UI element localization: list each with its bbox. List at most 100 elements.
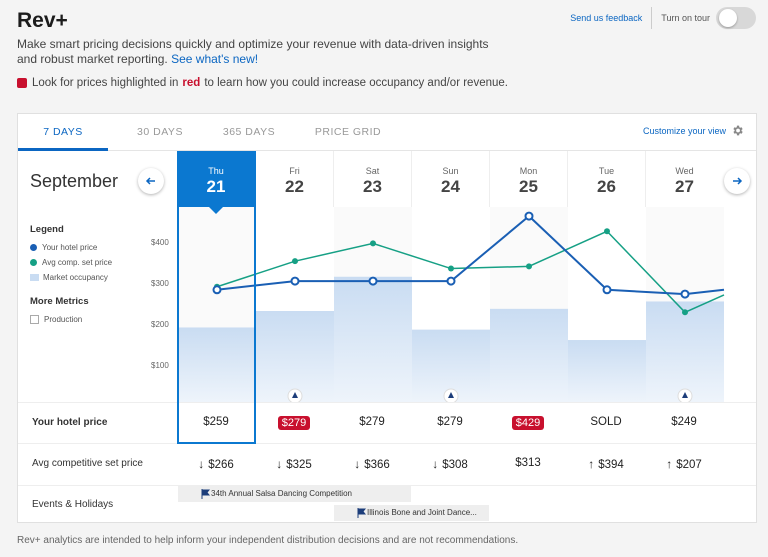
row-divider <box>18 443 756 444</box>
bell-icon <box>682 392 688 398</box>
occupancy-bar <box>334 276 412 402</box>
hotel-price-cell[interactable]: SOLD <box>567 416 645 428</box>
production-label: Production <box>44 315 83 324</box>
production-checkbox[interactable] <box>30 315 39 324</box>
event-label: Illinois Bone and Joint Dance... <box>367 508 477 517</box>
day-number: 24 <box>441 177 460 196</box>
price-value: $279 <box>437 416 463 428</box>
day-of-week: Thu <box>208 166 224 176</box>
customize-view[interactable]: Customize your view <box>643 124 744 137</box>
row-divider <box>18 485 756 486</box>
day-of-week: Sat <box>365 166 380 176</box>
day-of-week: Tue <box>598 166 615 176</box>
day-header-mon[interactable]: Mon 25 <box>489 151 567 207</box>
day-of-week: Sun <box>442 166 459 176</box>
comp-price-row-label: Avg competitive set price <box>32 458 143 469</box>
view-tabs: 7 DAYS 30 DAYS 365 DAYS PRICE GRID Custo… <box>18 114 756 151</box>
gear-icon[interactable] <box>731 124 744 137</box>
day-header-sat[interactable]: Sat 23 <box>333 151 411 207</box>
pricing-card: 7 DAYS 30 DAYS 365 DAYS PRICE GRID Custo… <box>17 113 757 523</box>
legend-item-hotel: Your hotel price <box>30 243 112 252</box>
legend-label: Market occupancy <box>43 273 108 282</box>
tab-365-days[interactable]: 365 DAYS <box>222 126 276 138</box>
event-bar[interactable]: 34th Annual Salsa Dancing Competition <box>178 486 411 502</box>
comp-price-point <box>526 263 532 270</box>
hotel-price-point <box>368 276 378 286</box>
footer-disclaimer: Rev+ analytics are intended to help info… <box>17 535 519 546</box>
price-value: $279 <box>359 416 385 428</box>
day-header-wed[interactable]: Wed 27 <box>645 151 723 207</box>
comp-price-point <box>292 258 298 265</box>
send-feedback-link[interactable]: Send us feedback <box>570 7 653 29</box>
hotel-price-point <box>524 211 534 221</box>
tour-toggle[interactable] <box>716 7 756 29</box>
flag-icon <box>201 489 210 499</box>
price-value: $366 <box>364 459 390 471</box>
comp-price-cell[interactable]: ↑ $394 <box>567 457 645 471</box>
next-week-button[interactable] <box>724 168 750 194</box>
price-value: $394 <box>598 459 624 471</box>
day-header-fri[interactable]: Fri 22 <box>255 151 333 207</box>
comp-price-cell[interactable]: ↓ $325 <box>255 457 333 471</box>
occupancy-bar <box>568 340 646 402</box>
day-header-tue[interactable]: Tue 26 <box>567 151 645 207</box>
comp-price-line <box>216 230 725 314</box>
event-bar[interactable]: Illinois Bone and Joint Dance... <box>334 505 489 521</box>
y-tick-label: $200 <box>151 320 169 329</box>
legend-label: Avg comp. set price <box>42 258 113 267</box>
legend-item-comp: Avg comp. set price <box>30 258 112 267</box>
selected-day-caret <box>209 207 223 214</box>
tab-30-days[interactable]: 30 DAYS <box>137 126 183 138</box>
occupancy-bar <box>646 301 724 402</box>
intro-body: Make smart pricing decisions quickly and… <box>17 37 489 66</box>
comp-price-cell[interactable]: ↓ $366 <box>333 457 411 471</box>
production-checkbox-row[interactable]: Production <box>30 315 112 324</box>
price-value: $207 <box>676 459 702 471</box>
red-square-icon <box>17 78 27 88</box>
arrow-right-icon <box>733 177 743 185</box>
events-row-label: Events & Holidays <box>32 499 114 510</box>
event-label: 34th Annual Salsa Dancing Competition <box>211 489 352 498</box>
day-of-week: Wed <box>675 166 694 176</box>
bell-icon <box>448 392 454 398</box>
hotel-price-cell[interactable]: $279 <box>411 416 489 428</box>
prev-week-button[interactable] <box>138 168 164 194</box>
tab-price-grid[interactable]: PRICE GRID <box>314 126 382 138</box>
hotel-price-point <box>680 289 690 299</box>
comp-price-cell[interactable]: $313 <box>489 457 567 469</box>
red-price-notice: Look for prices highlighted in red to le… <box>17 77 508 89</box>
legend-item-occupancy: Market occupancy <box>30 273 112 282</box>
y-tick-label: $300 <box>151 279 169 288</box>
comp-price-cell[interactable]: ↑ $207 <box>645 457 723 471</box>
arrow-up-icon: ↑ <box>666 457 673 471</box>
hotel-price-line <box>216 214 725 296</box>
comp-price-cell[interactable]: ↓ $266 <box>177 457 255 471</box>
day-header-sun[interactable]: Sun 24 <box>411 151 489 207</box>
hotel-price-point <box>602 285 612 295</box>
hotel-price-point <box>290 276 300 286</box>
comp-price-point <box>682 309 688 316</box>
day-header-thu[interactable]: Thu 21 <box>177 151 255 207</box>
y-tick-label: $100 <box>151 361 169 370</box>
comp-price-point <box>370 240 376 247</box>
day-number: 23 <box>363 177 382 196</box>
whats-new-link[interactable]: See what's new! <box>171 52 259 66</box>
hotel-price-cell[interactable]: $279 <box>255 416 333 430</box>
legend-dot <box>30 259 37 266</box>
month-label: September <box>30 171 119 191</box>
toggle-knob <box>719 9 737 27</box>
hotel-price-cell[interactable]: $259 <box>177 416 255 428</box>
comp-price-cell[interactable]: ↓ $308 <box>411 457 489 471</box>
highlighted-price: $279 <box>277 416 311 430</box>
hotel-price-cell[interactable]: $249 <box>645 416 723 428</box>
bell-icon <box>292 392 298 398</box>
comp-price-point <box>604 228 610 235</box>
customize-view-label: Customize your view <box>642 125 726 136</box>
arrow-down-icon: ↓ <box>276 457 283 471</box>
hotel-price-cell[interactable]: $429 <box>489 416 567 430</box>
hotel-price-cell[interactable]: $279 <box>333 416 411 428</box>
more-metrics-title: More Metrics <box>30 296 89 307</box>
hotel-price-row-label: Your hotel price <box>32 417 108 428</box>
tab-7-days[interactable]: 7 DAYS <box>18 114 108 151</box>
price-value: $249 <box>671 416 697 428</box>
